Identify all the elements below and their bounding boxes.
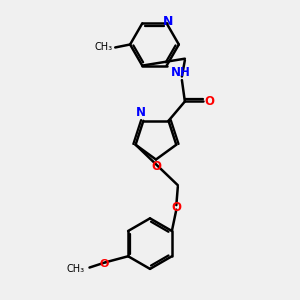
Text: CH₃: CH₃ (95, 43, 113, 52)
Text: N: N (163, 15, 173, 28)
Text: CH₃: CH₃ (66, 264, 84, 274)
Text: O: O (151, 160, 161, 173)
Text: N: N (135, 106, 146, 119)
Text: NH: NH (170, 66, 190, 79)
Text: O: O (100, 259, 109, 269)
Text: O: O (171, 201, 181, 214)
Text: O: O (205, 95, 215, 108)
